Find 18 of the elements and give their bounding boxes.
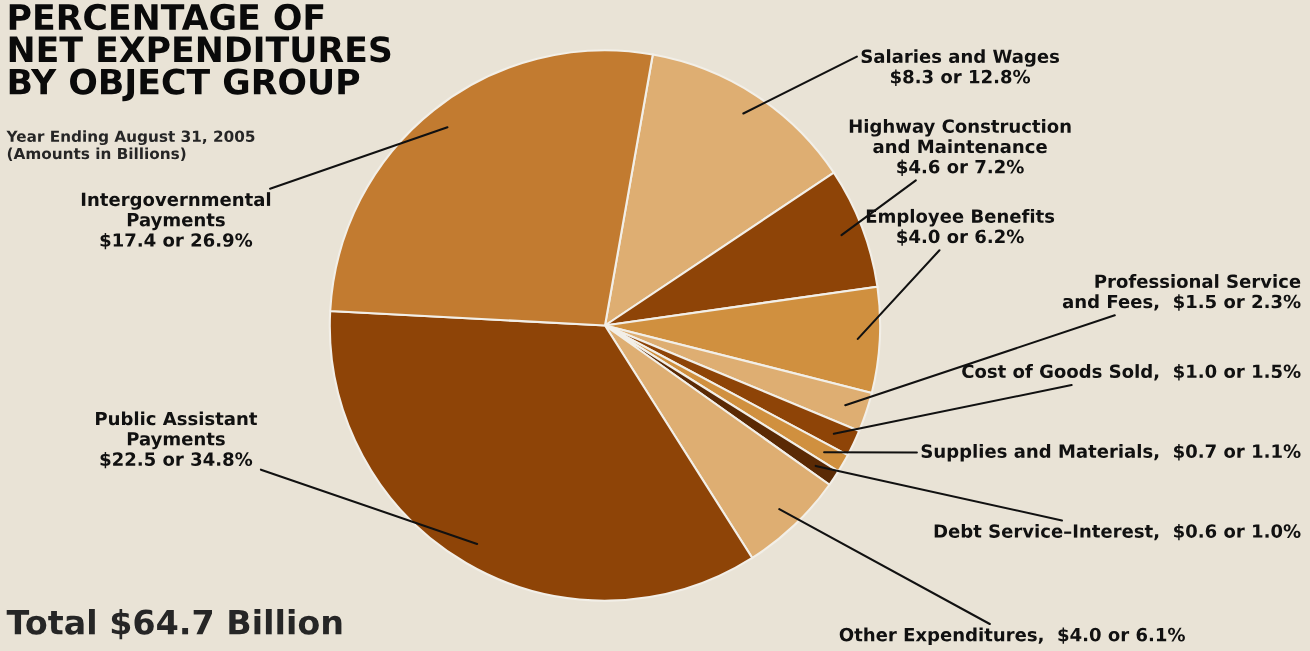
slice-label: Cost of Goods Sold, $1.0 or 1.5%: [962, 364, 1301, 381]
slice-label: Employee Benefits: [866, 208, 1055, 227]
slice-label: Highway Construction and Maintenance: [849, 118, 1071, 154]
data-label: $4.6 or 7.2%: [897, 159, 1024, 176]
text: Total $64.7 Billion: [6, 608, 342, 640]
slice-label: Supplies and Materials, $0.7 or 1.1%: [921, 444, 1301, 462]
chart-title: PERCENTAGE OF NET EXPENDITURES BY OBJECT GROUP: [9, 3, 391, 102]
slice-label: Other Expenditures, $4.0 or 6.1%: [839, 627, 1185, 645]
slice-label: Intergovernmental Payments: [81, 192, 271, 231]
data-label: $22.5 or 34.8%: [100, 451, 253, 469]
slice-label: Professional Service and Fees, $1.5 or 2.3%: [1062, 274, 1301, 311]
text: Year Ending August 31, 2005 (Amounts in Billions): [6, 130, 255, 162]
data-label: $8.3 or 12.8%: [890, 69, 1031, 86]
data-label: $4.0 or 6.2%: [897, 229, 1024, 246]
slice-label: Debt Service–Interest, $0.6 or 1.0%: [934, 523, 1301, 541]
slice-label: Salaries and Wages: [861, 49, 1060, 67]
data-label: $17.4 or 26.9%: [100, 232, 253, 250]
slice-label: Public Assistant Payments: [96, 411, 258, 450]
